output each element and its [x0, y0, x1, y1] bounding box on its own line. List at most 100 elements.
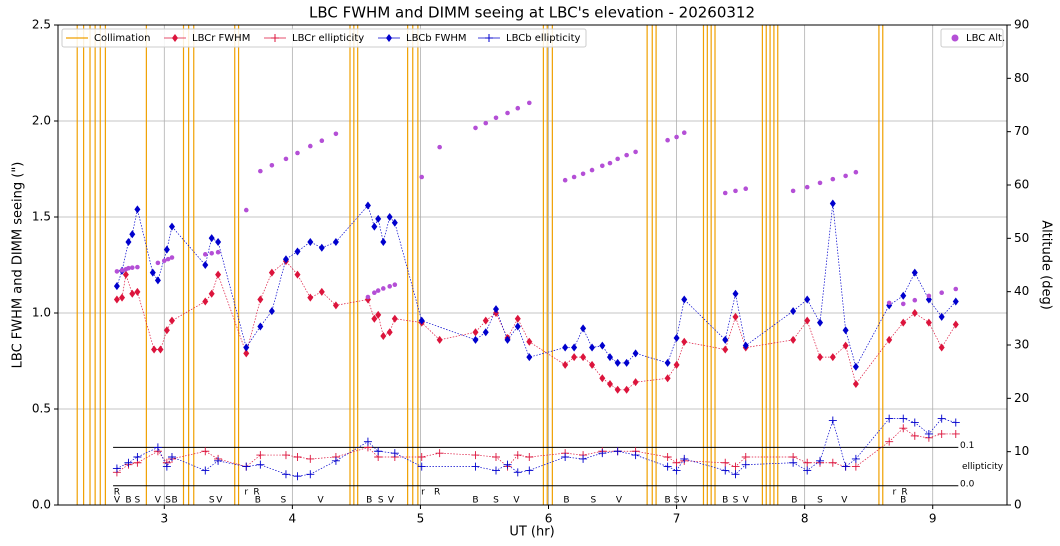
point	[375, 310, 382, 319]
point	[372, 290, 377, 296]
filter-label: S	[493, 496, 499, 506]
point	[283, 156, 289, 162]
point	[899, 424, 908, 433]
filter-label: r	[244, 488, 248, 498]
point	[951, 418, 960, 427]
point	[243, 343, 250, 352]
point	[589, 360, 596, 369]
point	[332, 237, 339, 246]
filter-label: B	[665, 496, 671, 506]
point	[242, 462, 251, 471]
point	[561, 453, 570, 461]
point	[161, 258, 167, 264]
point	[598, 449, 607, 458]
legend-label: LBC Alt.	[966, 33, 1005, 44]
point	[153, 443, 162, 452]
point	[852, 362, 859, 371]
point	[472, 335, 479, 344]
x-tick-label: 8	[801, 512, 809, 526]
point	[380, 286, 386, 291]
point	[663, 462, 672, 471]
point	[514, 314, 521, 323]
filter-label: B	[171, 496, 177, 506]
filter-label: V	[317, 496, 324, 506]
point	[208, 289, 215, 298]
point	[168, 222, 175, 231]
point	[886, 335, 893, 344]
point	[129, 230, 136, 239]
point	[293, 453, 302, 461]
filter-label: R	[253, 488, 259, 498]
point	[829, 353, 836, 362]
point	[473, 125, 478, 131]
point	[331, 456, 340, 465]
point	[579, 454, 588, 463]
point	[390, 449, 399, 458]
point	[483, 120, 489, 126]
point	[256, 451, 265, 460]
filter-label: B	[125, 496, 131, 506]
point	[615, 156, 620, 162]
point	[900, 301, 906, 307]
point	[828, 416, 837, 425]
point	[492, 466, 500, 475]
legend-label: LBCr ellipticity	[292, 33, 364, 44]
point	[733, 188, 738, 194]
point	[256, 460, 265, 469]
point	[804, 316, 811, 325]
point	[722, 335, 729, 344]
point	[168, 316, 175, 325]
point	[119, 293, 126, 302]
point	[681, 295, 688, 304]
point	[817, 318, 824, 327]
point	[333, 131, 339, 137]
point	[306, 454, 315, 463]
point	[665, 137, 670, 143]
point	[157, 345, 164, 354]
point	[589, 167, 595, 173]
point	[580, 324, 587, 333]
point	[580, 171, 586, 177]
filter-label: S	[378, 496, 384, 506]
filter-label: V	[681, 496, 688, 506]
point	[851, 454, 860, 463]
point	[623, 358, 630, 367]
point	[607, 160, 613, 166]
point	[114, 269, 120, 274]
point	[633, 149, 638, 155]
point	[294, 270, 301, 279]
legend-marker	[386, 34, 392, 42]
legend-box	[940, 28, 1004, 48]
point	[318, 287, 325, 296]
point	[614, 385, 621, 394]
filter-label: V	[388, 496, 395, 506]
y2-tick-label: 50	[1014, 231, 1029, 245]
point	[830, 176, 836, 182]
point	[294, 247, 301, 256]
point	[938, 312, 945, 321]
point	[306, 470, 315, 479]
point	[721, 466, 730, 475]
point	[281, 451, 290, 460]
point	[829, 199, 836, 208]
point	[599, 374, 606, 383]
y2-tick-label: 90	[1014, 18, 1029, 32]
point	[165, 256, 171, 262]
point	[482, 316, 489, 325]
filter-label: S	[733, 496, 739, 506]
filter-label: S	[817, 496, 823, 506]
point	[900, 291, 907, 300]
filter-label: S	[674, 496, 680, 506]
y-tick-label: 1.5	[32, 210, 51, 224]
point	[268, 268, 275, 277]
point	[492, 453, 500, 461]
point	[885, 414, 894, 423]
point	[562, 360, 569, 369]
filter-label: V	[216, 496, 223, 506]
filter-label: V	[114, 496, 121, 506]
y-tick-label: 2.0	[32, 114, 51, 128]
plot-frame	[57, 24, 1008, 506]
point	[493, 305, 499, 314]
legend-label: LBCb FWHM	[406, 33, 467, 44]
